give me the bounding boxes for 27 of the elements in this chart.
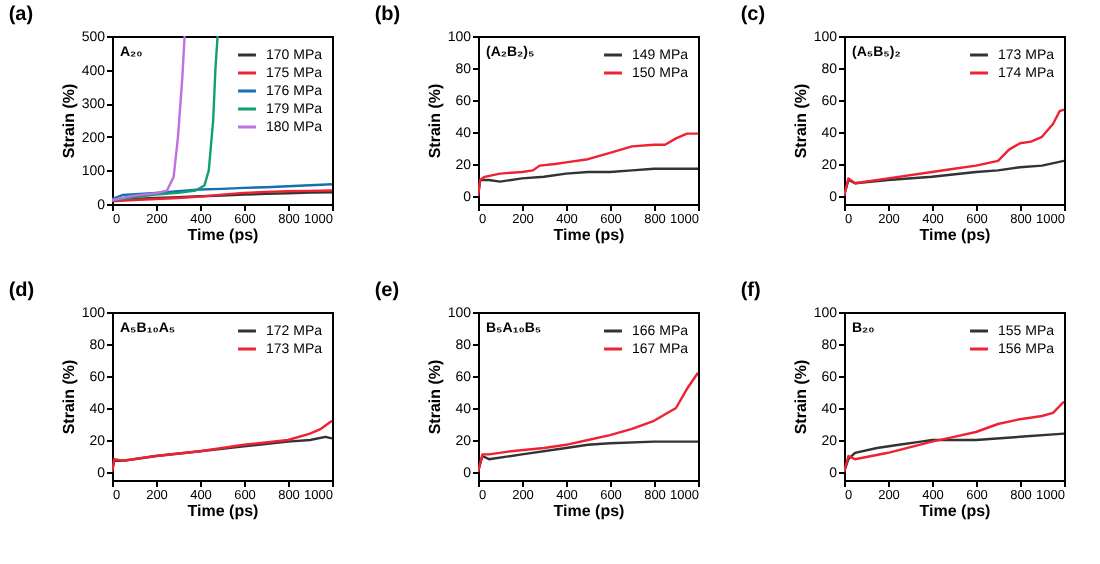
x-axis-title: Time (ps) [187,502,260,520]
y-axis-title: Strain (%) [425,83,444,159]
line-series [112,182,332,201]
line-series [844,108,1064,198]
x-axis-title: Time (ps) [553,226,626,244]
chart-title: (e) [374,280,400,302]
y-axis-title: Strain (%) [791,83,810,159]
line-series [112,419,332,474]
chart-title: (d) [8,280,35,302]
y-axis-title: Strain (%) [425,359,444,435]
x-axis-title: Time (ps) [553,502,626,520]
y-axis-title: Strain (%) [59,359,78,435]
chart-title: (f) [740,280,761,302]
x-axis-title: Time (ps) [919,226,992,244]
x-axis-title: Time (ps) [187,226,260,244]
line-series [478,132,698,198]
line-series [478,371,698,474]
chart-title: (c) [740,4,766,26]
chart-title: (b) [374,4,401,26]
x-axis-title: Time (ps) [919,502,992,520]
line-series [112,36,219,202]
chart-title: (a) [8,4,34,26]
y-axis-title: Strain (%) [59,83,78,159]
y-axis-title: Strain (%) [791,359,810,435]
line-series [112,36,186,202]
line-series [844,400,1064,474]
line-series [844,432,1064,474]
